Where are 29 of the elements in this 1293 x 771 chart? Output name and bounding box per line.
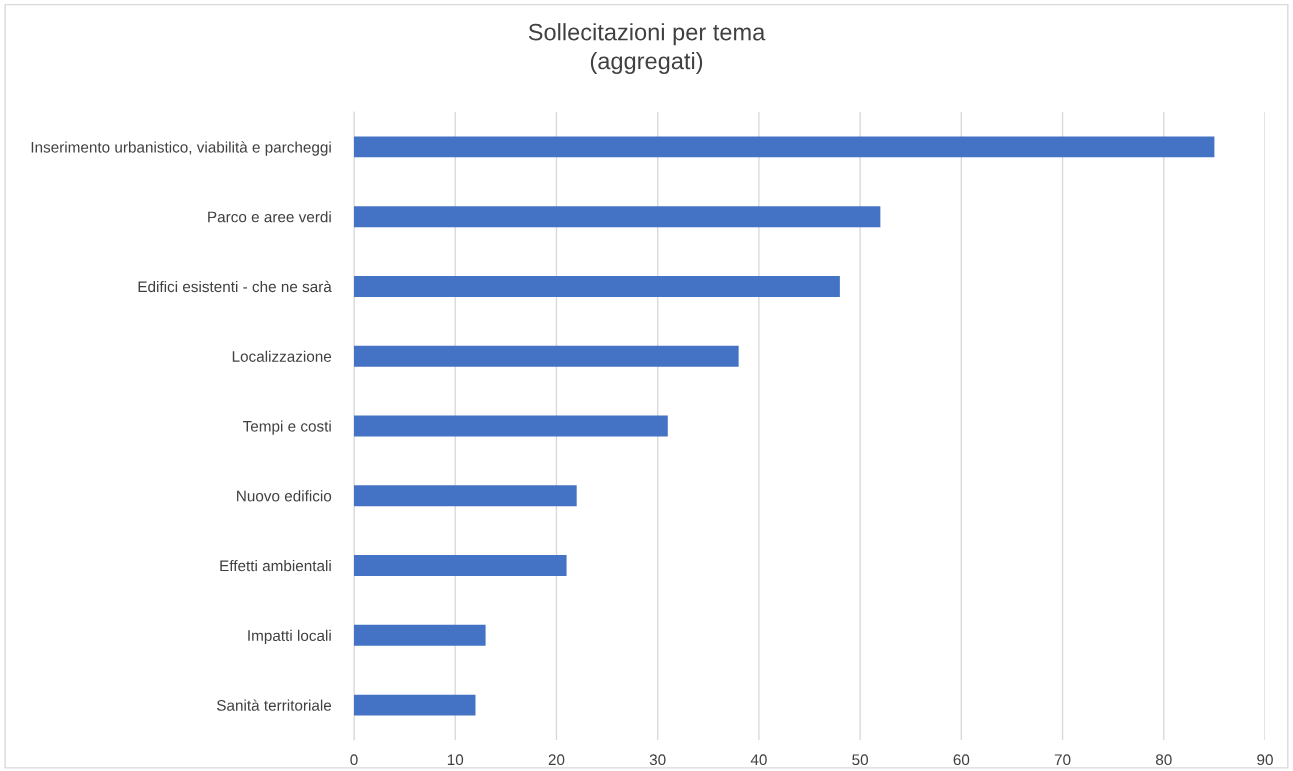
y-tick-label: Edifici esistenti - che ne sarà [138,280,332,293]
x-tick-label: 70 [1054,754,1071,766]
x-tick-label: 80 [1155,754,1172,766]
y-tick-label: Effetti ambientali [220,560,331,572]
bar [354,555,567,577]
bar [354,136,1215,158]
bar [354,485,577,507]
x-tick-label: 30 [649,754,666,766]
x-tick-label: 10 [447,754,464,766]
x-tick-label: 60 [953,754,970,766]
y-tick-label: Nuovo edificio [237,490,332,502]
y-tick-label: Localizzazione [232,350,332,362]
x-tick-label: 40 [750,754,767,766]
y-tick-label: Impatti locali [248,629,331,645]
y-tick-label: Sanità territoriale [216,699,332,711]
bar [354,275,840,297]
bar [354,415,668,437]
chart-title: Sollecitazioni per tema (aggregati) [528,23,766,74]
x-tick-label: 0 [350,754,358,766]
bar [354,694,476,716]
x-tick-label: 20 [548,754,565,766]
y-tick-label: Tempi e costi [242,420,331,435]
y-tick-label: Parco e aree verdi [208,211,331,223]
bar [354,624,486,646]
bar [354,206,881,228]
x-tick-label: 50 [852,754,869,766]
bar [354,345,739,367]
x-tick-label: 90 [1257,754,1273,766]
y-tick-label: Inserimento urbanistico, viabilità e parcheggi [31,141,331,156]
